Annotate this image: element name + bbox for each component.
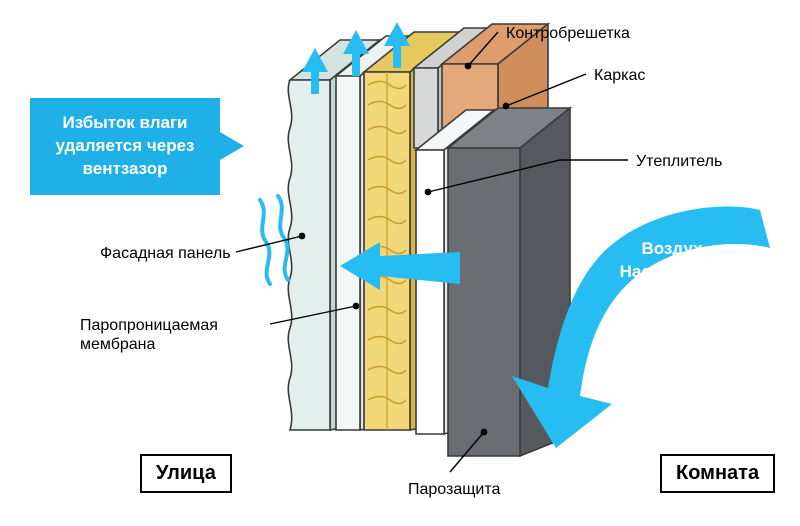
label-inside: Комната: [660, 454, 775, 493]
label-membrane-text: Паропроницаемая мембрана: [80, 317, 218, 353]
label-facade-panel: Фасадная панель: [100, 244, 231, 263]
label-frame: Каркас: [594, 66, 645, 85]
wall-layers-diagram: Избыток влаги удаляется через вентзазор …: [0, 0, 800, 526]
air-label: Воздух Насыщеный Паром: [612, 238, 732, 307]
air-label-line2: Насыщеный: [612, 261, 732, 284]
label-membrane: Паропроницаемая мембрана: [80, 316, 270, 354]
air-label-line1: Воздух: [612, 238, 732, 261]
air-label-line3: Паром: [612, 284, 732, 307]
callout-moisture: Избыток влаги удаляется через вентзазор: [30, 98, 220, 195]
callout-text: Избыток влаги удаляется через вентзазор: [55, 113, 194, 178]
label-outside: Улица: [140, 454, 232, 493]
label-vapor-barrier: Парозащита: [408, 480, 500, 499]
label-counter-batten: Контробрешетка: [506, 24, 630, 43]
label-insulation: Утеплитель: [636, 152, 722, 171]
